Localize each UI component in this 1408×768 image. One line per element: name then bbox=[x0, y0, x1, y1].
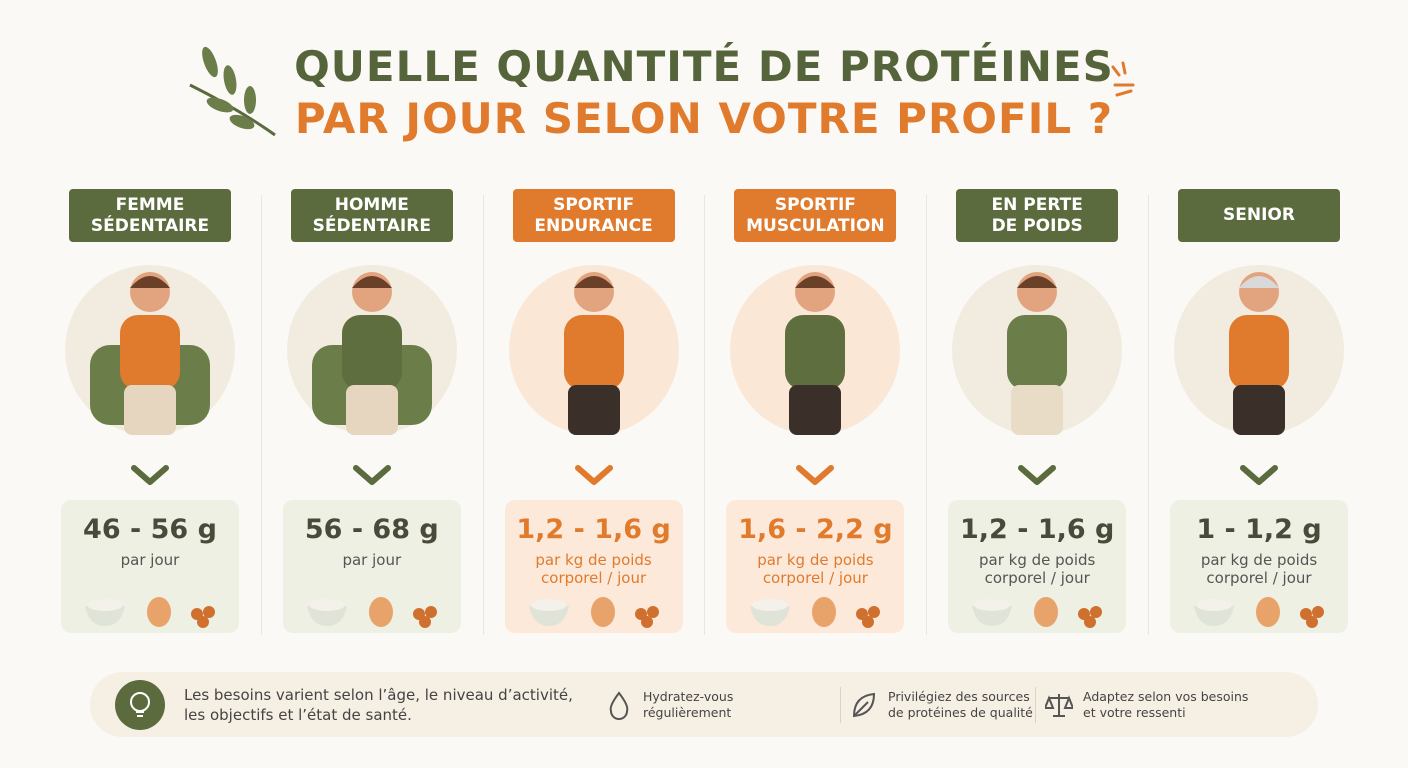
title-line: QUELLE QUANTITÉ DE PROTÉINES bbox=[294, 42, 1114, 91]
profile-badge: SPORTIF ENDURANCE bbox=[512, 189, 675, 242]
profile-badge: SENIOR bbox=[1178, 189, 1340, 242]
tip-separator bbox=[840, 687, 841, 723]
amount-unit: par kg de poids corporel / jour bbox=[505, 551, 683, 587]
amount: 1 - 1,2 g bbox=[1196, 514, 1322, 545]
tip-icon bbox=[609, 691, 629, 720]
food-icons bbox=[528, 597, 659, 628]
tip-text: Privilégiez des sources de protéines de q… bbox=[888, 689, 1033, 721]
profile-illustration bbox=[286, 265, 457, 435]
unit-line: par jour bbox=[120, 551, 180, 569]
badge-line: SENIOR bbox=[1223, 205, 1295, 225]
note-line: Les besoins varient selon l’âge, le nive… bbox=[184, 686, 573, 704]
amount: 1,2 - 1,6 g bbox=[959, 514, 1115, 545]
profile-illustration bbox=[508, 265, 679, 435]
amount-unit: par kg de poids corporel / jour bbox=[726, 551, 904, 587]
unit-line: corporel / jour bbox=[1206, 569, 1312, 587]
food-icons bbox=[306, 597, 437, 628]
chevron bbox=[131, 465, 169, 485]
note-line: les objectifs et l’état de santé. bbox=[184, 706, 412, 724]
unit-line: corporel / jour bbox=[984, 569, 1090, 587]
footer-bar: Les besoins varient selon l’âge, le nive… bbox=[90, 672, 1318, 737]
tip-text: Hydratez-vous régulièrement bbox=[643, 689, 733, 721]
tip-line: Privilégiez des sources bbox=[888, 689, 1030, 704]
amount-card: 1 - 1,2 g par kg de poids corporel / jour bbox=[1170, 500, 1348, 633]
tip-icon bbox=[1045, 694, 1073, 717]
profile-illustration bbox=[730, 265, 901, 435]
badge-line: FEMME bbox=[115, 194, 185, 215]
unit-line: par kg de poids bbox=[1200, 551, 1318, 569]
bulb-icon bbox=[115, 680, 165, 730]
food-icons bbox=[85, 597, 215, 628]
badge-line: SPORTIF bbox=[553, 194, 635, 215]
tip-line: de protéines de qualité bbox=[888, 705, 1033, 720]
column-separator bbox=[926, 195, 928, 635]
amount: 1,6 - 2,2 g bbox=[738, 514, 893, 545]
amount-card: 56 - 68 g par jour bbox=[282, 500, 461, 633]
amount-card: 1,2 - 1,6 g par kg de poids corporel / jou… bbox=[504, 500, 683, 633]
leaf-decoration bbox=[189, 46, 276, 137]
amount-card: 1,6 - 2,2 g par kg de poids corporel / jou… bbox=[726, 500, 905, 633]
profile-illustration bbox=[65, 265, 235, 435]
tip-icon bbox=[852, 692, 876, 718]
unit-line: par kg de poids bbox=[757, 551, 874, 569]
profile-badge: SPORTIF MUSCULATION bbox=[734, 189, 897, 242]
tip-line: et votre ressenti bbox=[1083, 705, 1186, 720]
column-separator bbox=[704, 195, 706, 635]
unit-line: par kg de poids bbox=[535, 551, 652, 569]
tip-line: Hydratez-vous bbox=[643, 689, 734, 704]
food-icons bbox=[1194, 597, 1324, 628]
title-line: PAR JOUR SELON VOTRE PROFIL ? bbox=[294, 94, 1114, 143]
badge-line: SÉDENTAIRE bbox=[312, 215, 431, 236]
chevron bbox=[1240, 465, 1278, 485]
food-icons bbox=[972, 597, 1103, 628]
badge-line: SÉDENTAIRE bbox=[90, 215, 210, 236]
profile-illustration bbox=[1174, 265, 1344, 435]
footer-note: Les besoins varient selon l’âge, le nive… bbox=[184, 685, 573, 725]
badge-line: ENDURANCE bbox=[534, 215, 653, 236]
badge-line: HOMME bbox=[334, 194, 409, 215]
chevron bbox=[796, 465, 835, 485]
profile-badge: FEMME SÉDENTAIRE bbox=[69, 189, 231, 242]
amount-unit: par kg de poids corporel / jour bbox=[1170, 551, 1348, 587]
badge-line: SPORTIF bbox=[774, 194, 856, 215]
unit-line: corporel / jour bbox=[762, 569, 868, 587]
amount-card: 1,2 - 1,6 g par kg de poids corporel / jou… bbox=[948, 500, 1127, 633]
column-separator bbox=[1148, 195, 1149, 635]
amount: 56 - 68 g bbox=[304, 514, 439, 545]
profile-illustration bbox=[952, 265, 1123, 435]
amount-card: 46 - 56 g par jour bbox=[61, 500, 239, 633]
column-separator bbox=[260, 195, 262, 635]
badge-line: EN PERTE bbox=[991, 194, 1083, 215]
amount: 1,2 - 1,6 g bbox=[516, 514, 671, 545]
amount: 46 - 56 g bbox=[83, 514, 217, 545]
chevron bbox=[352, 465, 391, 485]
amount-unit: par jour bbox=[283, 551, 461, 569]
badge-line: MUSCULATION bbox=[746, 215, 885, 236]
spark-decoration bbox=[1111, 61, 1135, 97]
profile-badge: EN PERTE DE POIDS bbox=[956, 189, 1119, 242]
column-separator bbox=[482, 195, 484, 635]
unit-line: par jour bbox=[342, 551, 402, 569]
tip-line: régulièrement bbox=[643, 705, 732, 720]
food-icons bbox=[750, 597, 881, 628]
tip-text: Adaptez selon vos besoins et votre ressen… bbox=[1083, 689, 1248, 721]
amount-unit: par kg de poids corporel / jour bbox=[948, 551, 1126, 587]
badge-line: DE POIDS bbox=[991, 215, 1083, 236]
unit-line: par kg de poids bbox=[979, 551, 1096, 569]
chevron bbox=[1018, 465, 1057, 485]
tip-line: Adaptez selon vos besoins bbox=[1083, 689, 1249, 704]
amount-unit: par jour bbox=[61, 551, 239, 569]
profile-badge: HOMME SÉDENTAIRE bbox=[290, 189, 453, 242]
tip-separator bbox=[1035, 687, 1036, 723]
unit-line: corporel / jour bbox=[541, 569, 647, 587]
chevron bbox=[574, 465, 613, 485]
